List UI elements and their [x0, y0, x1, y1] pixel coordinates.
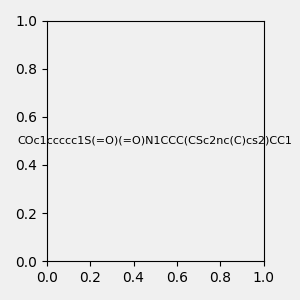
Text: COc1ccccc1S(=O)(=O)N1CCC(CSc2nc(C)cs2)CC1: COc1ccccc1S(=O)(=O)N1CCC(CSc2nc(C)cs2)CC… [18, 136, 293, 146]
